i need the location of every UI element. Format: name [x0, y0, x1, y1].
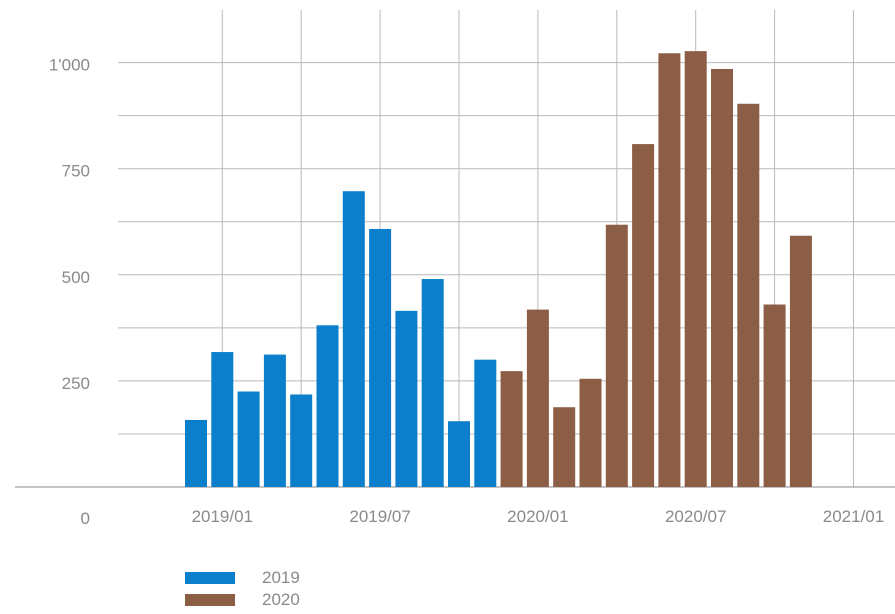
bar-2020-2020/06 [658, 53, 681, 488]
legend-swatch-2019 [185, 572, 235, 584]
bar-2019-2019/03 [263, 354, 286, 487]
bar-2019-2019/11 [474, 359, 497, 487]
bar-2020-2020/03 [579, 378, 602, 487]
bar-2019-2019/09 [421, 279, 444, 487]
legend-swatch-2020 [185, 594, 235, 606]
bar-2020-2020/10 [763, 304, 786, 487]
y-tick-label: 1'000 [49, 56, 90, 75]
bar-2020-2020/04 [605, 224, 628, 487]
bar-2019-2019/05 [316, 325, 339, 487]
bar-2020-2020/01 [526, 309, 549, 487]
bar-2020-2020/09 [737, 103, 760, 488]
bar-2020-2019/12 [500, 371, 523, 487]
x-tick-label: 2020/01 [507, 507, 568, 526]
x-tick-label: 2019/01 [192, 507, 253, 526]
x-tick-label: 2020/07 [665, 507, 726, 526]
legend-label-2019: 2019 [262, 568, 300, 587]
bar-2020-2020/11 [789, 235, 812, 487]
bar-2019-2019/01 [211, 352, 234, 487]
y-tick-label: 500 [62, 268, 90, 287]
x-tick-label: 2019/07 [349, 507, 410, 526]
bar-2019-2019/07 [369, 228, 392, 488]
legend: 2019 2020 [185, 567, 300, 611]
bar-2019-2019/04 [290, 394, 313, 487]
legend-item-2019: 2019 [185, 567, 300, 589]
bar-2020-2020/07 [684, 51, 707, 487]
axis-labels: 0 250 500 750 1'000 2019/01 2019/07 2020/01 2020… [49, 56, 884, 528]
grid-lines [15, 10, 895, 488]
legend-item-2020: 2020 [185, 589, 300, 611]
y-tick-label: 750 [62, 162, 90, 181]
bars [185, 51, 812, 488]
y-tick-label: 0 [81, 509, 90, 528]
legend-label-2020: 2020 [262, 590, 300, 609]
bar-2020-2020/02 [553, 407, 576, 487]
bar-2019-2018/12 [185, 419, 207, 487]
bar-2019-2019/10 [448, 421, 470, 487]
bar-2020-2020/05 [632, 144, 655, 488]
x-tick-label: 2021/01 [823, 507, 884, 526]
bar-2020-2020/08 [711, 68, 733, 487]
bar-2019-2019/08 [395, 310, 418, 487]
bar-2019-2019/06 [342, 191, 365, 487]
bar-2019-2019/02 [237, 391, 260, 487]
y-tick-label: 250 [62, 374, 90, 393]
